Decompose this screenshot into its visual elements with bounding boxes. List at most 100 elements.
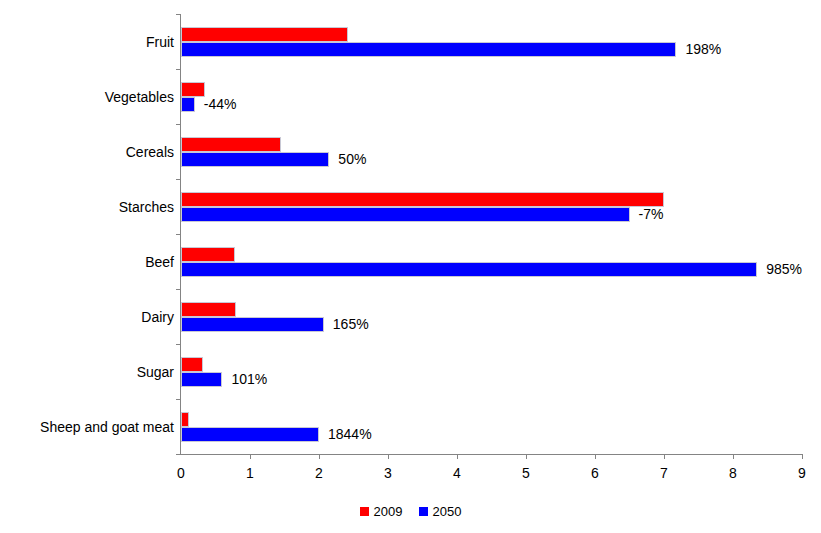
- y-axis-tick: [176, 289, 180, 290]
- bar-2009: [181, 192, 664, 207]
- bar-line-2050: -7%: [181, 207, 802, 222]
- bar-line-2009: [181, 247, 802, 262]
- bar-group: -7%: [181, 179, 802, 234]
- bar-value-label: -44%: [204, 97, 237, 112]
- x-tick-label: 9: [787, 465, 817, 481]
- y-axis-tick: [176, 234, 180, 235]
- x-axis-tick: [319, 455, 320, 459]
- bar-group: 101%: [181, 344, 802, 399]
- x-tick-label: 7: [649, 465, 679, 481]
- plot-area: 198% -44% 50% -7% 985% 165% 101% 1844%: [181, 14, 802, 454]
- bar-2050: [181, 42, 676, 57]
- x-axis-tick: [733, 455, 734, 459]
- bar-2050: [181, 152, 329, 167]
- bar-2050: [181, 262, 757, 277]
- y-axis-tick: [176, 344, 180, 345]
- bar-group: 985%: [181, 234, 802, 289]
- x-tick-label: 1: [235, 465, 265, 481]
- bar-2009: [181, 137, 281, 152]
- category-label: Starches: [0, 179, 174, 234]
- bar-2050: [181, 372, 222, 387]
- bar-line-2009: [181, 357, 802, 372]
- bar-line-2050: 101%: [181, 372, 802, 387]
- bar-value-label: 101%: [231, 372, 267, 387]
- legend-swatch-2009: [360, 507, 369, 516]
- bar-pair: 50%: [181, 124, 802, 167]
- bar-line-2050: 165%: [181, 317, 802, 332]
- bar-pair: 985%: [181, 234, 802, 277]
- x-tick-label: 0: [166, 465, 196, 481]
- y-axis-tick: [176, 399, 180, 400]
- bar-line-2050: 985%: [181, 262, 802, 277]
- x-axis-tick: [664, 455, 665, 459]
- bar-2009: [181, 82, 205, 97]
- bar-2050: [181, 427, 319, 442]
- bar-line-2009: [181, 192, 802, 207]
- bar-2009: [181, 27, 348, 42]
- x-tick-label: 8: [718, 465, 748, 481]
- x-tick-label: 5: [511, 465, 541, 481]
- bar-group: -44%: [181, 69, 802, 124]
- x-axis-tick: [526, 455, 527, 459]
- x-tick-label: 6: [580, 465, 610, 481]
- bar-line-2050: -44%: [181, 97, 802, 112]
- y-axis-tick: [176, 454, 180, 455]
- bar-group: 198%: [181, 14, 802, 69]
- bar-line-2009: [181, 27, 802, 42]
- bar-2009: [181, 357, 203, 372]
- bar-value-label: 165%: [333, 317, 369, 332]
- bar-2050: [181, 207, 630, 222]
- bar-pair: 1844%: [181, 399, 802, 442]
- category-label: Sugar: [0, 344, 174, 399]
- bar-value-label: -7%: [639, 207, 664, 222]
- x-axis-tick: [388, 455, 389, 459]
- bar-2009: [181, 302, 236, 317]
- x-axis-tick: [802, 455, 803, 459]
- category-label: Cereals: [0, 124, 174, 179]
- y-axis-tick: [176, 14, 180, 15]
- bar-pair: -7%: [181, 179, 802, 222]
- chart-canvas: FruitVegetablesCerealsStarchesBeefDairyS…: [0, 0, 821, 533]
- bar-value-label: 1844%: [328, 427, 372, 442]
- x-tick-label: 4: [442, 465, 472, 481]
- legend: 2009 2050: [0, 502, 821, 520]
- x-axis-tick: [457, 455, 458, 459]
- legend-item-2050: 2050: [419, 504, 462, 519]
- bar-group: 165%: [181, 289, 802, 344]
- category-axis-labels: FruitVegetablesCerealsStarchesBeefDairyS…: [0, 14, 174, 454]
- bar-pair: -44%: [181, 69, 802, 112]
- category-label: Dairy: [0, 289, 174, 344]
- x-axis-tick: [595, 455, 596, 459]
- bar-line-2009: [181, 82, 802, 97]
- legend-swatch-2050: [419, 507, 428, 516]
- bar-value-label: 50%: [338, 152, 366, 167]
- x-axis: [180, 454, 803, 455]
- bar-value-label: 198%: [685, 42, 721, 57]
- bar-pair: 198%: [181, 14, 802, 57]
- y-axis-tick: [176, 124, 180, 125]
- x-tick-label: 3: [373, 465, 403, 481]
- bar-2009: [181, 247, 235, 262]
- bar-pair: 101%: [181, 344, 802, 387]
- y-axis-tick: [176, 179, 180, 180]
- bar-line-2050: 50%: [181, 152, 802, 167]
- bar-line-2009: [181, 412, 802, 427]
- bar-2050: [181, 97, 195, 112]
- bar-2050: [181, 317, 324, 332]
- legend-label: 2050: [433, 504, 462, 519]
- legend-item-2009: 2009: [360, 504, 403, 519]
- legend-label: 2009: [374, 504, 403, 519]
- bar-group: 50%: [181, 124, 802, 179]
- y-axis-tick: [176, 69, 180, 70]
- bar-value-label: 985%: [766, 262, 802, 277]
- bar-pair: 165%: [181, 289, 802, 332]
- x-axis-tick: [250, 455, 251, 459]
- bar-line-2050: 198%: [181, 42, 802, 57]
- category-label: Beef: [0, 234, 174, 289]
- category-label: Fruit: [0, 14, 174, 69]
- bar-line-2009: [181, 302, 802, 317]
- x-tick-label: 2: [304, 465, 334, 481]
- bar-group: 1844%: [181, 399, 802, 454]
- bar-line-2050: 1844%: [181, 427, 802, 442]
- category-label: Sheep and goat meat: [0, 399, 174, 454]
